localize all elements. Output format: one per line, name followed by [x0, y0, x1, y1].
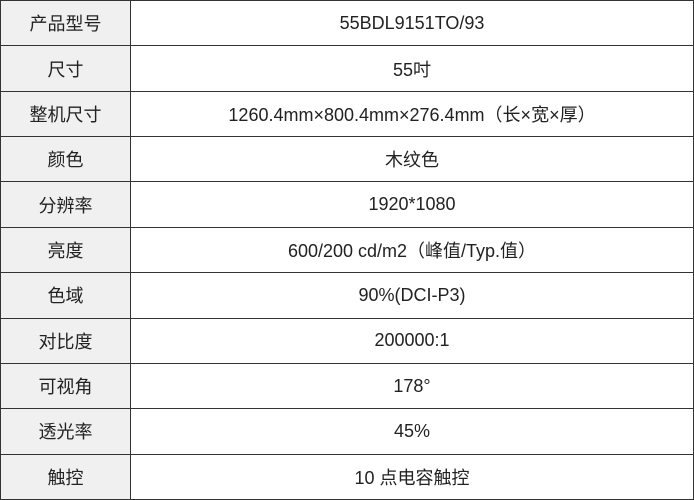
spec-label: 分辨率: [1, 182, 131, 227]
spec-value: 90%(DCI-P3): [131, 273, 694, 318]
spec-label: 颜色: [1, 137, 131, 182]
spec-value: 10 点电容触控: [131, 454, 694, 499]
spec-value: 木纹色: [131, 137, 694, 182]
spec-value: 55吋: [131, 46, 694, 91]
spec-label: 透光率: [1, 409, 131, 454]
table-row: 色域 90%(DCI-P3): [1, 273, 694, 318]
spec-label: 可视角: [1, 363, 131, 408]
spec-value: 600/200 cd/m2（峰值/Typ.值）: [131, 227, 694, 272]
spec-table-body: 产品型号 55BDL9151TO/93 尺寸 55吋 整机尺寸 1260.4mm…: [1, 1, 694, 500]
table-row: 触控 10 点电容触控: [1, 454, 694, 499]
table-row: 尺寸 55吋: [1, 46, 694, 91]
table-row: 可视角 178°: [1, 363, 694, 408]
spec-label: 对比度: [1, 318, 131, 363]
spec-value: 178°: [131, 363, 694, 408]
spec-label: 尺寸: [1, 46, 131, 91]
spec-label: 亮度: [1, 227, 131, 272]
table-row: 亮度 600/200 cd/m2（峰值/Typ.值）: [1, 227, 694, 272]
spec-value: 200000:1: [131, 318, 694, 363]
table-row: 分辨率 1920*1080: [1, 182, 694, 227]
table-row: 颜色 木纹色: [1, 137, 694, 182]
spec-label: 色域: [1, 273, 131, 318]
table-row: 产品型号 55BDL9151TO/93: [1, 1, 694, 46]
spec-label: 整机尺寸: [1, 91, 131, 136]
table-row: 透光率 45%: [1, 409, 694, 454]
spec-label: 产品型号: [1, 1, 131, 46]
table-row: 对比度 200000:1: [1, 318, 694, 363]
table-row: 整机尺寸 1260.4mm×800.4mm×276.4mm（长×宽×厚）: [1, 91, 694, 136]
spec-value: 45%: [131, 409, 694, 454]
spec-value: 1920*1080: [131, 182, 694, 227]
spec-value: 1260.4mm×800.4mm×276.4mm（长×宽×厚）: [131, 91, 694, 136]
spec-label: 触控: [1, 454, 131, 499]
spec-value: 55BDL9151TO/93: [131, 1, 694, 46]
spec-table: 产品型号 55BDL9151TO/93 尺寸 55吋 整机尺寸 1260.4mm…: [0, 0, 694, 500]
